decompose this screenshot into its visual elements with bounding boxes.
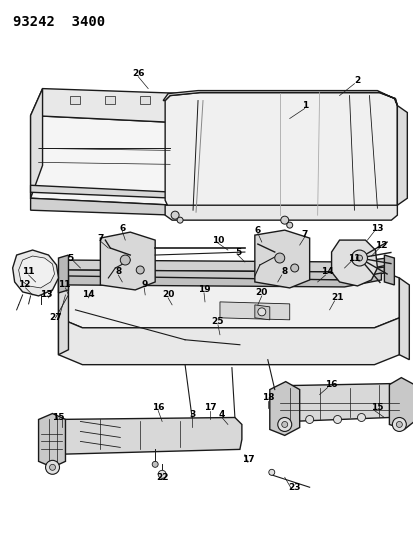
Text: 23: 23 xyxy=(288,483,300,492)
Polygon shape xyxy=(254,305,269,320)
Circle shape xyxy=(357,414,365,422)
Text: 27: 27 xyxy=(49,313,62,322)
Text: 20: 20 xyxy=(255,288,267,297)
Circle shape xyxy=(351,250,367,266)
Polygon shape xyxy=(45,417,241,454)
Polygon shape xyxy=(165,93,396,215)
Text: 18: 18 xyxy=(261,393,273,402)
Text: 5: 5 xyxy=(234,247,240,256)
Polygon shape xyxy=(269,382,299,435)
Text: 26: 26 xyxy=(132,69,144,78)
Text: 15: 15 xyxy=(370,403,383,412)
Polygon shape xyxy=(140,95,150,103)
Text: 7: 7 xyxy=(97,233,103,243)
Text: 6: 6 xyxy=(119,224,125,232)
Polygon shape xyxy=(31,116,175,205)
Circle shape xyxy=(356,255,362,261)
Polygon shape xyxy=(163,91,396,106)
Circle shape xyxy=(286,222,292,228)
Text: 11: 11 xyxy=(22,268,35,277)
Text: 8: 8 xyxy=(115,268,121,277)
Text: 10: 10 xyxy=(211,236,223,245)
Polygon shape xyxy=(331,240,377,286)
Text: 21: 21 xyxy=(330,293,343,302)
Text: 17: 17 xyxy=(203,403,216,412)
Polygon shape xyxy=(31,88,43,198)
Circle shape xyxy=(152,462,158,467)
Text: 12: 12 xyxy=(18,280,31,289)
Polygon shape xyxy=(219,302,289,320)
Text: 93242  3400: 93242 3400 xyxy=(13,15,104,29)
Text: 17: 17 xyxy=(241,455,254,464)
Circle shape xyxy=(333,416,341,424)
Circle shape xyxy=(171,211,179,219)
Circle shape xyxy=(290,264,298,272)
Text: 8: 8 xyxy=(281,268,287,277)
Text: 22: 22 xyxy=(156,473,168,482)
Polygon shape xyxy=(31,185,175,198)
Text: 5: 5 xyxy=(67,254,74,263)
Circle shape xyxy=(50,464,55,470)
Text: 2: 2 xyxy=(354,76,360,85)
Polygon shape xyxy=(384,255,394,285)
Text: 16: 16 xyxy=(152,403,164,412)
Circle shape xyxy=(120,255,130,265)
Circle shape xyxy=(257,308,265,316)
Polygon shape xyxy=(389,377,413,430)
Circle shape xyxy=(177,217,183,223)
Polygon shape xyxy=(58,255,68,293)
Circle shape xyxy=(274,253,284,263)
Text: 11: 11 xyxy=(58,280,71,289)
Polygon shape xyxy=(31,198,175,215)
Text: 12: 12 xyxy=(374,240,387,249)
Circle shape xyxy=(305,416,313,424)
Text: 15: 15 xyxy=(52,413,64,422)
Polygon shape xyxy=(65,267,384,280)
Polygon shape xyxy=(38,414,65,467)
Polygon shape xyxy=(277,384,404,422)
Polygon shape xyxy=(399,278,408,360)
Polygon shape xyxy=(68,273,380,287)
Circle shape xyxy=(45,461,59,474)
Polygon shape xyxy=(175,94,187,205)
Circle shape xyxy=(280,216,288,224)
Text: 20: 20 xyxy=(161,290,174,300)
Polygon shape xyxy=(70,95,80,103)
Text: 16: 16 xyxy=(325,380,337,389)
Text: 13: 13 xyxy=(370,224,383,232)
Polygon shape xyxy=(254,230,309,288)
Text: 9: 9 xyxy=(141,280,147,289)
Text: 4: 4 xyxy=(218,410,225,419)
Polygon shape xyxy=(396,106,406,205)
Polygon shape xyxy=(58,270,399,328)
Polygon shape xyxy=(165,205,396,220)
Polygon shape xyxy=(19,256,55,288)
Text: 19: 19 xyxy=(197,285,210,294)
Polygon shape xyxy=(58,318,399,365)
Circle shape xyxy=(136,266,144,274)
Polygon shape xyxy=(62,258,387,272)
Polygon shape xyxy=(13,250,58,296)
Circle shape xyxy=(392,417,405,431)
Circle shape xyxy=(277,417,291,431)
Polygon shape xyxy=(58,275,68,354)
Text: 3: 3 xyxy=(188,410,195,419)
Polygon shape xyxy=(31,88,187,123)
Polygon shape xyxy=(100,232,155,290)
Text: 13: 13 xyxy=(40,290,53,300)
Circle shape xyxy=(281,422,287,427)
Circle shape xyxy=(395,422,401,427)
Text: 14: 14 xyxy=(320,268,333,277)
Text: 7: 7 xyxy=(301,230,307,239)
Text: 6: 6 xyxy=(254,225,260,235)
Text: 11: 11 xyxy=(347,254,360,263)
Circle shape xyxy=(268,470,274,475)
Polygon shape xyxy=(105,95,115,103)
Circle shape xyxy=(158,470,166,478)
Text: 1: 1 xyxy=(301,101,307,110)
Text: 25: 25 xyxy=(211,317,224,326)
Text: 14: 14 xyxy=(82,290,95,300)
